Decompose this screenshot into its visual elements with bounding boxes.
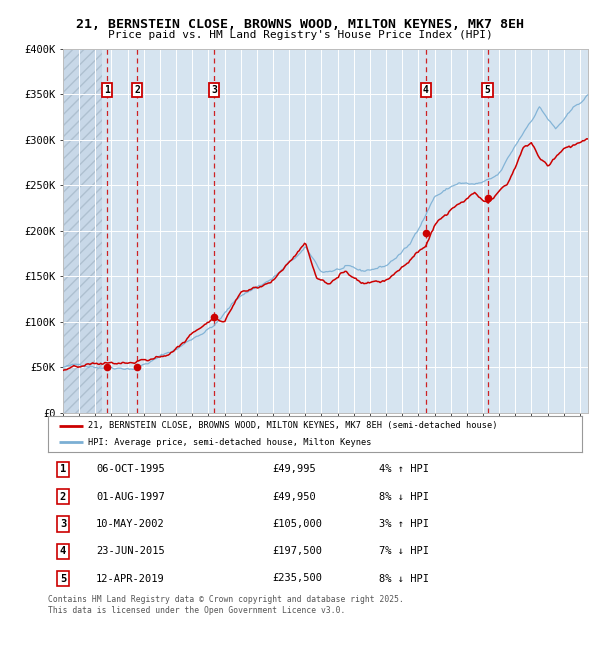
Text: 3: 3 [60, 519, 66, 529]
Text: 5: 5 [60, 573, 66, 584]
Text: 3% ↑ HPI: 3% ↑ HPI [379, 519, 429, 529]
Text: 4: 4 [60, 546, 66, 556]
Text: 06-OCT-1995: 06-OCT-1995 [96, 464, 165, 474]
Text: 5: 5 [485, 84, 490, 95]
Text: 21, BERNSTEIN CLOSE, BROWNS WOOD, MILTON KEYNES, MK7 8EH (semi-detached house): 21, BERNSTEIN CLOSE, BROWNS WOOD, MILTON… [88, 421, 497, 430]
Text: 12-APR-2019: 12-APR-2019 [96, 573, 165, 584]
Text: £197,500: £197,500 [272, 546, 322, 556]
Text: 2: 2 [134, 84, 140, 95]
Text: 10-MAY-2002: 10-MAY-2002 [96, 519, 165, 529]
Text: 21, BERNSTEIN CLOSE, BROWNS WOOD, MILTON KEYNES, MK7 8EH: 21, BERNSTEIN CLOSE, BROWNS WOOD, MILTON… [76, 18, 524, 31]
Text: 8% ↓ HPI: 8% ↓ HPI [379, 491, 429, 502]
Text: 4: 4 [423, 84, 429, 95]
Text: 1: 1 [60, 464, 66, 474]
Text: 23-JUN-2015: 23-JUN-2015 [96, 546, 165, 556]
Text: 01-AUG-1997: 01-AUG-1997 [96, 491, 165, 502]
Text: 8% ↓ HPI: 8% ↓ HPI [379, 573, 429, 584]
Text: 2: 2 [60, 491, 66, 502]
Text: HPI: Average price, semi-detached house, Milton Keynes: HPI: Average price, semi-detached house,… [88, 437, 371, 447]
Text: £49,995: £49,995 [272, 464, 316, 474]
Text: £49,950: £49,950 [272, 491, 316, 502]
Text: 7% ↓ HPI: 7% ↓ HPI [379, 546, 429, 556]
Text: Price paid vs. HM Land Registry's House Price Index (HPI): Price paid vs. HM Land Registry's House … [107, 30, 493, 40]
Text: Contains HM Land Registry data © Crown copyright and database right 2025.
This d: Contains HM Land Registry data © Crown c… [48, 595, 404, 615]
Text: 3: 3 [211, 84, 217, 95]
Text: £105,000: £105,000 [272, 519, 322, 529]
Text: 1: 1 [104, 84, 110, 95]
Text: 4% ↑ HPI: 4% ↑ HPI [379, 464, 429, 474]
Text: £235,500: £235,500 [272, 573, 322, 584]
